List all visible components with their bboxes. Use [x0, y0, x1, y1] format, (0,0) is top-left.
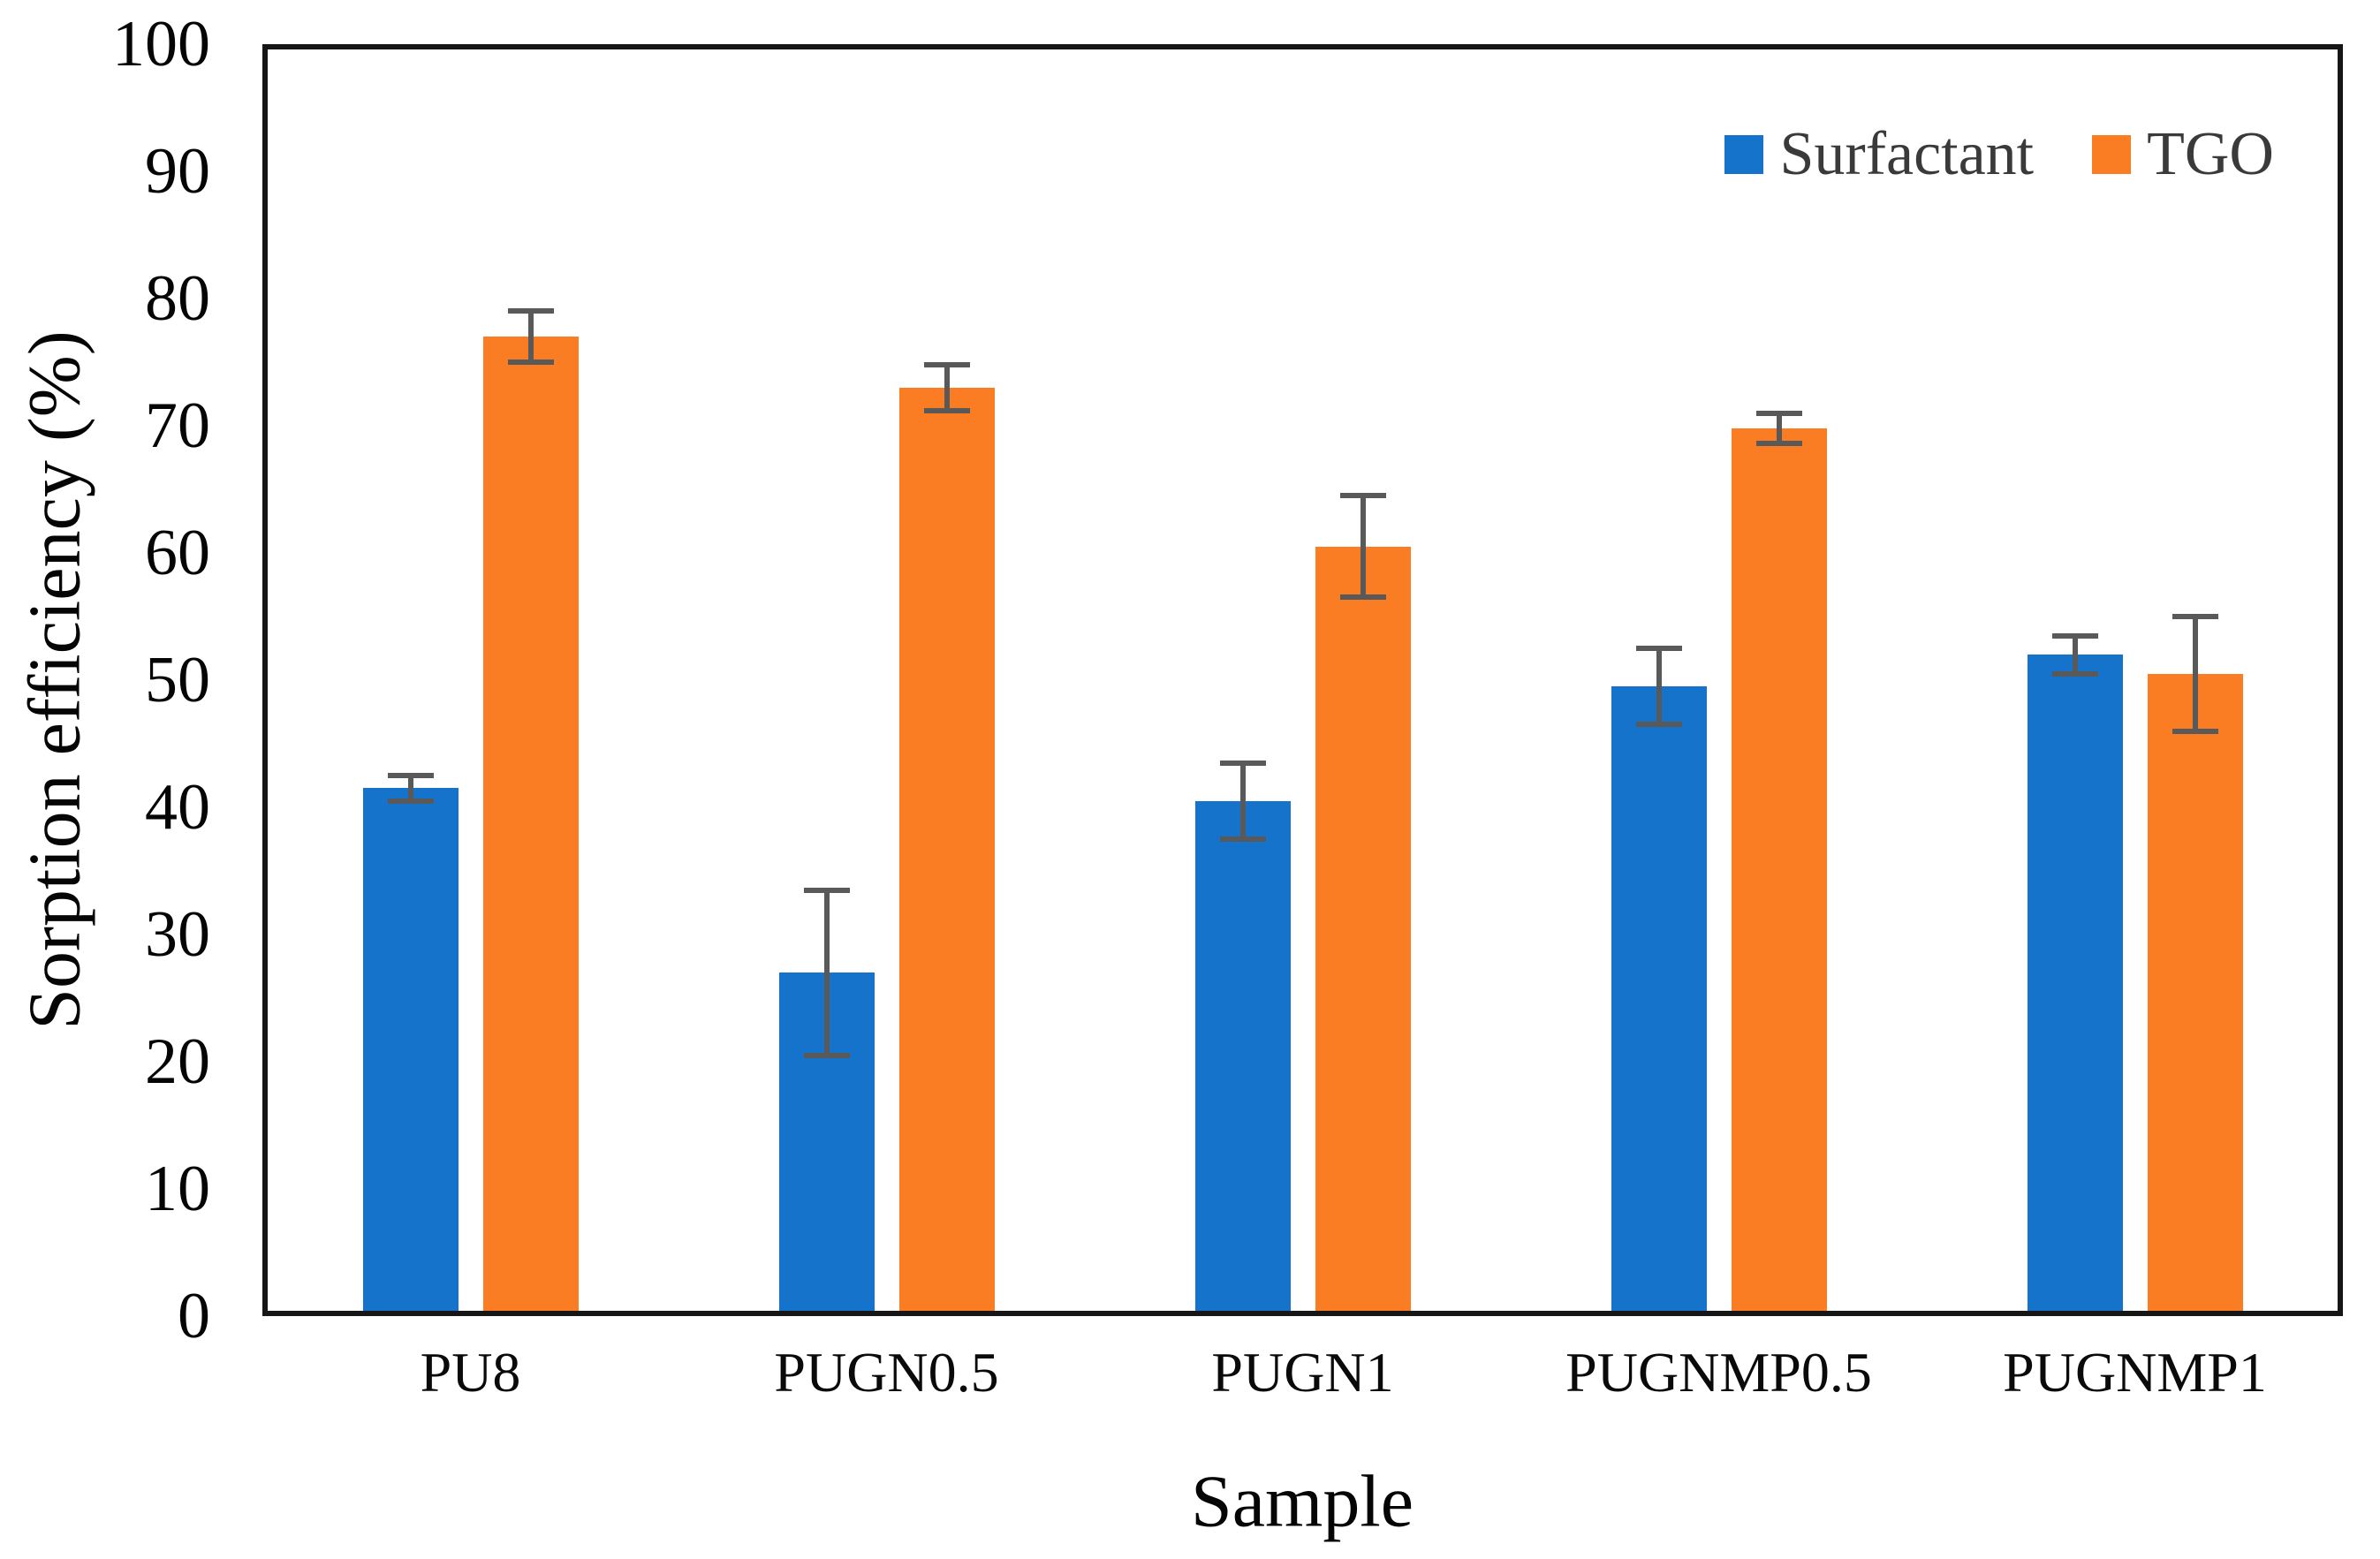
y-tick-label: 10: [145, 1153, 210, 1225]
legend: Surfactant TGO: [1724, 122, 2274, 187]
error-bar-cap: [1755, 441, 1802, 447]
error-bar-line: [1776, 412, 1782, 444]
legend-swatch-tgo: [2092, 135, 2132, 174]
legend-item-tgo: TGO: [2092, 122, 2274, 187]
y-tick-label: 0: [178, 1280, 210, 1352]
legend-swatch-surfactant: [1724, 135, 1764, 174]
error-bar-cap: [1635, 722, 1682, 728]
error-bar-cap: [507, 308, 554, 314]
bar-tgo-PUGN1: [1315, 546, 1411, 1311]
bar-surfactant-PUGNMP1: [2027, 655, 2123, 1311]
error-bar-cap: [1219, 836, 1266, 842]
error-bar-line: [823, 889, 830, 1056]
error-bar-cap: [803, 1052, 850, 1058]
error-bar-cap: [507, 359, 554, 365]
error-bar-line: [944, 364, 950, 411]
legend-label-surfactant: Surfactant: [1779, 120, 2035, 188]
x-category-label: PUGN1: [1211, 1341, 1394, 1404]
error-bar-line: [1239, 762, 1246, 839]
error-bar-cap: [1219, 760, 1266, 766]
legend-label-tgo: TGO: [2147, 120, 2274, 188]
error-bar-cap: [387, 798, 434, 804]
y-tick-label: 20: [145, 1025, 210, 1098]
error-bar-line: [407, 776, 413, 801]
error-bar-cap: [387, 773, 434, 778]
error-bar-cap: [1755, 410, 1802, 416]
y-tick-label: 30: [145, 898, 210, 971]
error-bar-line: [2072, 635, 2078, 674]
plot-area: [262, 44, 2343, 1316]
legend-item-surfactant: Surfactant: [1724, 122, 2034, 187]
bar-surfactant-PU8: [362, 788, 459, 1311]
error-bar-cap: [2172, 614, 2218, 619]
error-bar-line: [527, 311, 534, 362]
error-bar-cap: [1339, 493, 1386, 499]
y-tick-label: 70: [145, 390, 210, 462]
y-tick-label: 60: [145, 517, 210, 589]
error-bar-cap: [1339, 594, 1386, 601]
error-bar-cap: [2051, 670, 2098, 677]
error-bar-line: [2192, 617, 2198, 731]
error-bar-cap: [923, 407, 970, 413]
y-tick-label: 50: [145, 644, 210, 716]
error-bar-cap: [2172, 728, 2218, 734]
error-bar-line: [1360, 496, 1366, 598]
bar-surfactant-PUGNMP0.5: [1611, 686, 1707, 1311]
y-tick-label: 100: [112, 8, 210, 80]
x-category-label: PUGNMP0.5: [1565, 1341, 1872, 1404]
x-category-label: PUGNMP1: [2003, 1341, 2267, 1404]
bar-tgo-PU8: [482, 337, 579, 1311]
bar-surfactant-PUGN1: [1194, 800, 1291, 1311]
y-tick-label: 90: [145, 135, 210, 208]
x-category-label: PU8: [420, 1341, 521, 1404]
error-bar-cap: [2051, 632, 2098, 639]
error-bar-cap: [803, 887, 850, 893]
bar-tgo-PUGNMP1: [2147, 673, 2243, 1311]
y-tick-label: 80: [145, 262, 210, 335]
y-tick-label: 40: [145, 771, 210, 844]
x-axis-title: Sample: [1191, 1460, 1414, 1543]
x-category-label: PUGN0.5: [774, 1341, 999, 1404]
error-bar-cap: [1635, 646, 1682, 651]
error-bar-cap: [923, 361, 970, 367]
error-bar-line: [1656, 648, 1662, 725]
bar-tgo-PUGNMP0.5: [1731, 428, 1827, 1311]
bar-tgo-PUGN0.5: [898, 387, 995, 1311]
